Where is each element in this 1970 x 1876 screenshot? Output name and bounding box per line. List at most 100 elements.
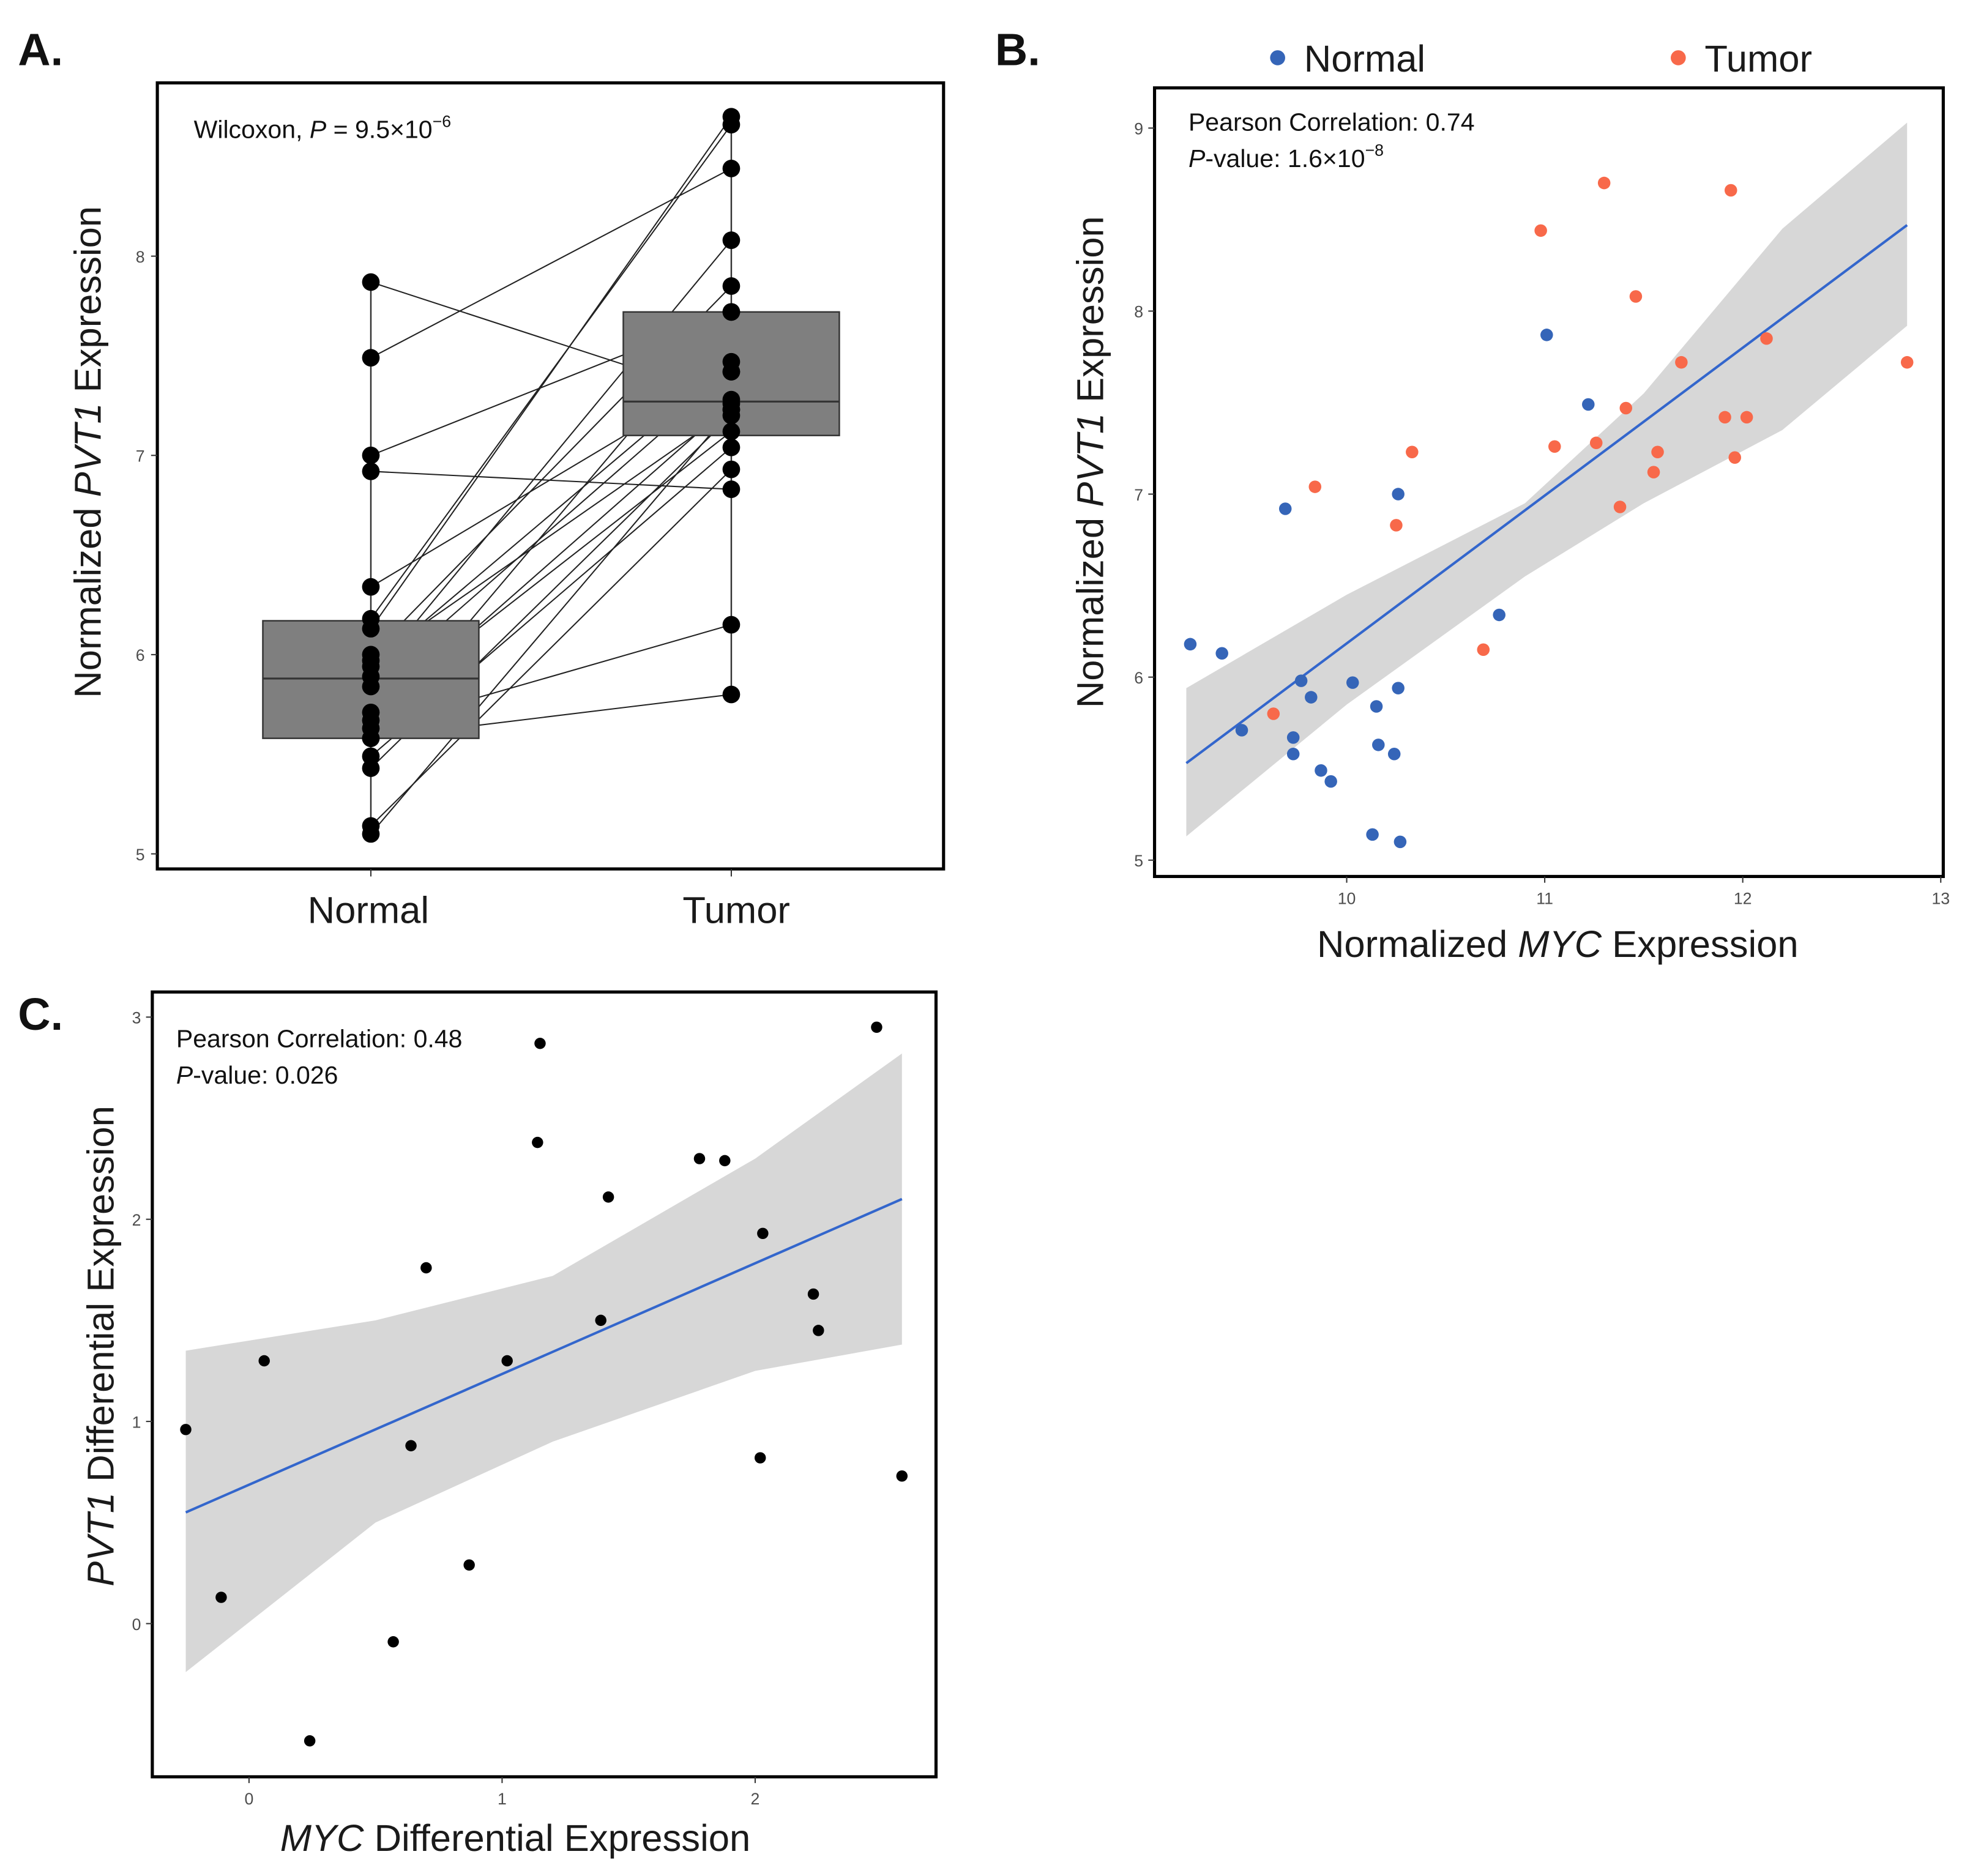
data-point-normal — [1394, 835, 1407, 849]
data-point-tumor — [1740, 411, 1753, 424]
data-point — [896, 1470, 908, 1482]
data-point-tumor — [722, 108, 741, 126]
pair-line — [370, 168, 732, 359]
panel-b-plot — [1184, 122, 1914, 849]
data-point-tumor — [1900, 355, 1914, 369]
pair-line — [370, 409, 732, 835]
pair-line — [370, 409, 732, 661]
legend-normal-label: Normal — [1304, 38, 1425, 80]
data-point-tumor — [1597, 176, 1611, 190]
data-point-normal — [1366, 828, 1379, 841]
x-tick-label: 2 — [751, 1790, 760, 1808]
data-point — [463, 1559, 475, 1571]
pair-line — [370, 469, 732, 827]
data-point-tumor — [1760, 332, 1773, 345]
data-point-normal — [1315, 764, 1327, 777]
data-point-normal — [362, 729, 380, 748]
panel-a-plot — [262, 108, 840, 843]
y-tick-label: 7 — [1134, 486, 1143, 504]
data-point-tumor — [1548, 440, 1561, 453]
data-point-tumor — [722, 277, 741, 295]
data-point-normal — [362, 825, 380, 843]
data-point-normal — [1372, 739, 1385, 751]
data-point-tumor — [1718, 411, 1731, 424]
data-point-tumor — [1629, 290, 1643, 303]
panel-b: B. Normal Tumor Pearson Correlation: 0.7… — [995, 24, 1950, 966]
data-point-tumor — [722, 460, 741, 478]
y-tick-label: 6 — [136, 646, 145, 664]
panel-c-y-axis-title: PVT1 Differential Expression — [80, 1106, 122, 1587]
panel-b-legend: Normal Tumor — [1270, 38, 1812, 80]
data-point-normal — [1215, 647, 1228, 660]
data-point — [757, 1227, 769, 1240]
data-point-tumor — [722, 480, 741, 498]
data-point — [595, 1314, 606, 1327]
panel-c-annotation-correlation: Pearson Correlation: 0.48 — [176, 1025, 463, 1053]
data-point-tumor — [722, 422, 741, 441]
data-point — [180, 1424, 192, 1435]
panel-b-annotation-pvalue: P-value: 1.6×10−8 — [1188, 141, 1384, 172]
data-point-tumor — [722, 401, 741, 419]
data-point-tumor — [722, 303, 741, 321]
panel-c-x-axis-title: MYC Differential Expression — [280, 1817, 751, 1859]
data-point-tumor — [1675, 355, 1688, 369]
x-tick-label: 10 — [1338, 890, 1356, 908]
data-point-normal — [1286, 748, 1300, 761]
legend-tumor-label: Tumor — [1704, 38, 1812, 80]
y-tick-label: 3 — [132, 1009, 141, 1027]
legend-normal-marker — [1270, 50, 1285, 65]
data-point-tumor — [1589, 436, 1603, 450]
regression-line — [1185, 224, 1908, 764]
data-point — [532, 1136, 543, 1148]
pair-line — [370, 471, 732, 490]
data-point — [754, 1452, 766, 1464]
data-point-normal — [1305, 691, 1318, 704]
y-tick-label: 8 — [136, 248, 145, 266]
y-tick-label: 5 — [1134, 852, 1143, 870]
data-point-normal — [1184, 638, 1197, 651]
data-point-tumor — [1308, 480, 1322, 493]
regression-line — [185, 1197, 903, 1514]
data-point — [304, 1735, 316, 1747]
y-tick-label: 1 — [132, 1413, 141, 1431]
data-point — [215, 1591, 227, 1603]
data-point — [405, 1440, 417, 1451]
panel-b-ticks: 10 11 12 13 5 6 7 8 9 — [1134, 120, 1950, 908]
data-point-normal — [1346, 676, 1359, 689]
x-tick-label: 0 — [244, 1790, 253, 1808]
data-point — [501, 1355, 513, 1367]
data-point-tumor — [1534, 224, 1547, 237]
data-point-tumor — [1724, 184, 1737, 197]
x-tick-label: 11 — [1536, 890, 1553, 908]
pair-line — [370, 116, 732, 630]
panel-c-plot — [180, 1021, 908, 1747]
panel-c-annotation-pvalue: P-value: 0.026 — [176, 1061, 338, 1089]
legend-tumor-marker — [1671, 50, 1686, 65]
y-tick-label: 9 — [1134, 120, 1143, 138]
data-point-tumor — [722, 231, 741, 249]
data-point-normal — [362, 462, 380, 480]
data-point-tumor — [722, 438, 741, 456]
y-tick-label: 6 — [1134, 669, 1143, 687]
data-point-normal — [362, 759, 380, 777]
x-tick-label: 1 — [498, 1790, 507, 1808]
panel-c: C. Pearson Correlation: 0.48 P-value: 0.… — [18, 989, 938, 1859]
data-point-tumor — [1477, 643, 1490, 657]
panel-c-letter: C. — [18, 989, 63, 1040]
data-point-tumor — [722, 363, 741, 381]
data-point — [693, 1153, 706, 1164]
data-point — [534, 1038, 546, 1049]
data-point-normal — [1493, 608, 1505, 622]
panel-a-frame — [155, 81, 946, 871]
data-point-tumor — [1390, 519, 1403, 532]
panel-b-annotation-correlation: Pearson Correlation: 0.74 — [1188, 108, 1475, 136]
data-point-tumor — [1651, 445, 1664, 459]
panel-b-x-axis-title: Normalized MYC Expression — [1317, 923, 1799, 966]
pair-line — [370, 239, 732, 677]
data-point-tumor — [722, 616, 741, 634]
data-point-normal — [1582, 398, 1595, 411]
y-tick-label: 7 — [136, 447, 145, 466]
panel-a-category-tumor: Tumor — [682, 889, 790, 931]
data-point — [719, 1155, 731, 1167]
